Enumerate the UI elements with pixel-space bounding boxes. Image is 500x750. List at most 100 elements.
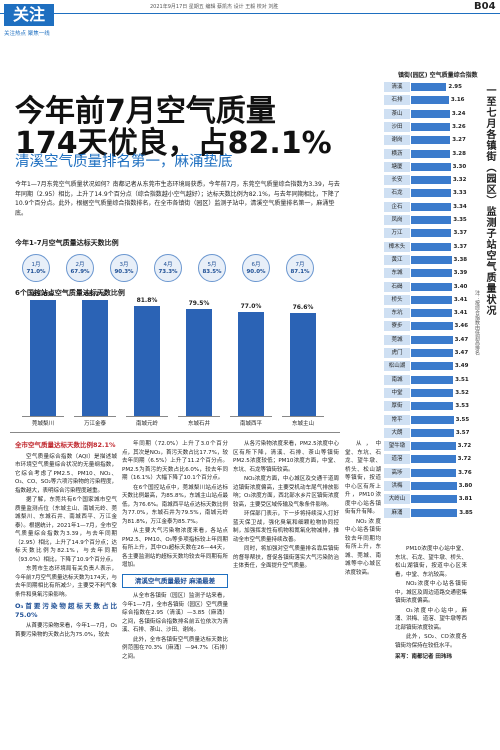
value-label: 3.38 bbox=[453, 256, 468, 263]
bar-label: 东坑 bbox=[384, 308, 410, 319]
bar bbox=[411, 149, 451, 158]
paragraph: 从主要大气污染物浓度来看，各站点PM2.5、PM10、O₃等多项指标较上年同期有… bbox=[122, 528, 228, 568]
bar bbox=[411, 295, 452, 304]
value-label: 3.81 bbox=[458, 496, 473, 503]
month-badge: 1月 71.0% bbox=[22, 254, 50, 282]
value-label: 3.24 bbox=[451, 110, 466, 117]
value-label: 76.6% bbox=[292, 303, 314, 311]
paragraph: 此外，SO₂、CO浓度各镇街均保持在较低水平。 bbox=[395, 634, 467, 649]
month-badge: 5月 83.5% bbox=[198, 254, 226, 282]
bar bbox=[411, 202, 452, 211]
bar bbox=[411, 96, 449, 105]
bar bbox=[411, 349, 453, 357]
x-tick-label: 莞城梨川 bbox=[22, 416, 64, 427]
value-label: 2.95 bbox=[448, 84, 462, 90]
chart-title: 6个国控站点空气质量达标天数比例 bbox=[15, 289, 125, 297]
subtitle: 清溪空气质量排名第一，麻涌垫底 bbox=[15, 154, 233, 170]
rule bbox=[10, 432, 340, 433]
bar bbox=[411, 508, 458, 517]
value-label: 3.51 bbox=[455, 376, 469, 383]
month-ratio: 83.5% bbox=[202, 269, 222, 275]
bar-label: 南城 bbox=[384, 374, 410, 385]
paragraph: 从首要污染物来看，今年1—7月，O₃首要污染物的天数占比为75.0%，较去 bbox=[15, 623, 117, 638]
bar bbox=[411, 428, 454, 437]
text-column: 年同期（72.0%）上升了3.0个百分点，其次是NO₂，首污天数占比17.7%，… bbox=[122, 440, 228, 738]
subheading: 采写：南都记者 田玮玮 bbox=[395, 654, 452, 660]
value-label: 77.0% bbox=[240, 303, 262, 311]
x-tick-label: 南城元岭 bbox=[126, 416, 168, 427]
x-tick-label: 万江金泰 bbox=[74, 416, 116, 427]
bar-label: 横沥 bbox=[384, 148, 410, 159]
bar-label: 清溪 bbox=[384, 82, 410, 92]
bar-label: 厚街 bbox=[384, 401, 410, 412]
bar bbox=[411, 162, 451, 171]
bar bbox=[411, 388, 454, 397]
bar bbox=[30, 300, 56, 416]
paragraph: NO₂浓度中心站各镇街较去年同期均有所上升，东城、莞城、南城等中心城区浓度较高。 bbox=[345, 518, 381, 576]
bar bbox=[411, 309, 452, 318]
bar bbox=[411, 335, 453, 344]
bar-label: 企石 bbox=[384, 201, 410, 212]
month-label: 7月 bbox=[295, 262, 305, 268]
bar bbox=[411, 402, 454, 411]
dateline: 2021年9月17日 星期五 编辑 蔡凯杰 设计 王毅 校对 刘胜 bbox=[150, 4, 279, 10]
value-label: 3.27 bbox=[452, 137, 466, 144]
bar bbox=[411, 176, 451, 185]
value-label: 3.30 bbox=[452, 163, 467, 170]
value-label: 3.76 bbox=[458, 469, 472, 476]
value-label: 85.8% bbox=[32, 291, 54, 299]
subheading: 全市空气质量达标天数比例82.1% bbox=[15, 441, 116, 449]
vertical-title: 一至七月各镇街（园区）监测子站空气质量状况 bbox=[484, 85, 495, 316]
x-tick-label: 东城主山 bbox=[282, 416, 324, 427]
paragraph: 从，中堂、东坑、石龙、望牛墩、桥头、松山湖等镇街，按道中心区有所上升，PM10浓… bbox=[345, 441, 381, 515]
bar bbox=[411, 83, 447, 91]
month-label: 4月 bbox=[163, 262, 173, 268]
bar-label: 沙田 bbox=[384, 121, 410, 132]
bar-label: 凤岗 bbox=[384, 215, 410, 225]
value-label: 3.47 bbox=[454, 350, 469, 356]
paragraph: O₃浓度中心站中，麻涌、洪梅、道滘、望牛墩等西北部镇街浓度较高。 bbox=[395, 607, 467, 631]
bar-label: 麻涌 bbox=[384, 507, 410, 518]
bar-label: 塘厦 bbox=[384, 161, 410, 172]
tagline: 关注热点 聚焦一线 bbox=[4, 31, 50, 37]
bar bbox=[411, 282, 452, 291]
value-label: 79.5% bbox=[188, 299, 210, 307]
value-label: 3.47 bbox=[454, 336, 469, 343]
paragraph: NO₂浓度中心站各镇街中，城区及周边道路交通密集镇街浓度偏高。 bbox=[395, 581, 467, 604]
bar bbox=[411, 229, 452, 238]
value-label: 81.8% bbox=[136, 296, 158, 304]
bar-label: 桥头 bbox=[384, 294, 410, 305]
subheading: 清溪空气质量最好 麻涌最差 bbox=[122, 573, 228, 588]
bar-label: 大朗 bbox=[384, 427, 410, 438]
bar-label: 长安 bbox=[384, 175, 410, 186]
value-label: 3.34 bbox=[453, 203, 467, 210]
page-number: B04 bbox=[474, 1, 496, 12]
value-label: 85.7% bbox=[84, 291, 106, 299]
month-badge: 4月 73.3% bbox=[154, 254, 182, 282]
paragraph: 空气质量综合指数（AQI）是描述城市环境空气质量综合状况的无量纲指数，它综合考虑… bbox=[15, 453, 117, 494]
headline: 今年前7月空气质量 bbox=[15, 94, 276, 129]
value-label: 3.46 bbox=[454, 323, 469, 330]
headline: 174天优良，占82.1% bbox=[15, 126, 332, 161]
value-label: 3.55 bbox=[455, 416, 470, 423]
bar-label: 高埗 bbox=[384, 467, 410, 478]
x-tick-label: 南城西平 bbox=[230, 416, 272, 427]
bar-label: 万江 bbox=[384, 228, 410, 239]
bar-label: 石碣 bbox=[384, 281, 410, 292]
text-column: 从，中堂、东坑、石龙、望牛墩、桥头、松山湖等镇街，按道中心区有所上升，PM10浓… bbox=[345, 440, 381, 738]
value-label: 3.39 bbox=[453, 270, 468, 277]
paragraph: 年同期（72.0%）上升了3.0个百分点，其次是NO₂，首污天数占比17.7%，… bbox=[122, 441, 228, 481]
value-label: 3.53 bbox=[455, 403, 469, 410]
subheading: O₃首要污染物超标天数占比75.0% bbox=[15, 602, 117, 619]
bar-label: 东城 bbox=[384, 268, 410, 279]
bar bbox=[411, 255, 452, 264]
month-ratio: 71.0% bbox=[26, 269, 46, 275]
value-label: 3.28 bbox=[452, 150, 466, 157]
bar bbox=[186, 308, 212, 416]
month-badge: 7月 87.1% bbox=[286, 254, 314, 282]
bar-label: 莞城 bbox=[384, 334, 410, 345]
bar bbox=[411, 216, 452, 224]
month-ratio: 73.3% bbox=[158, 269, 178, 275]
month-label: 1月 bbox=[31, 262, 41, 268]
